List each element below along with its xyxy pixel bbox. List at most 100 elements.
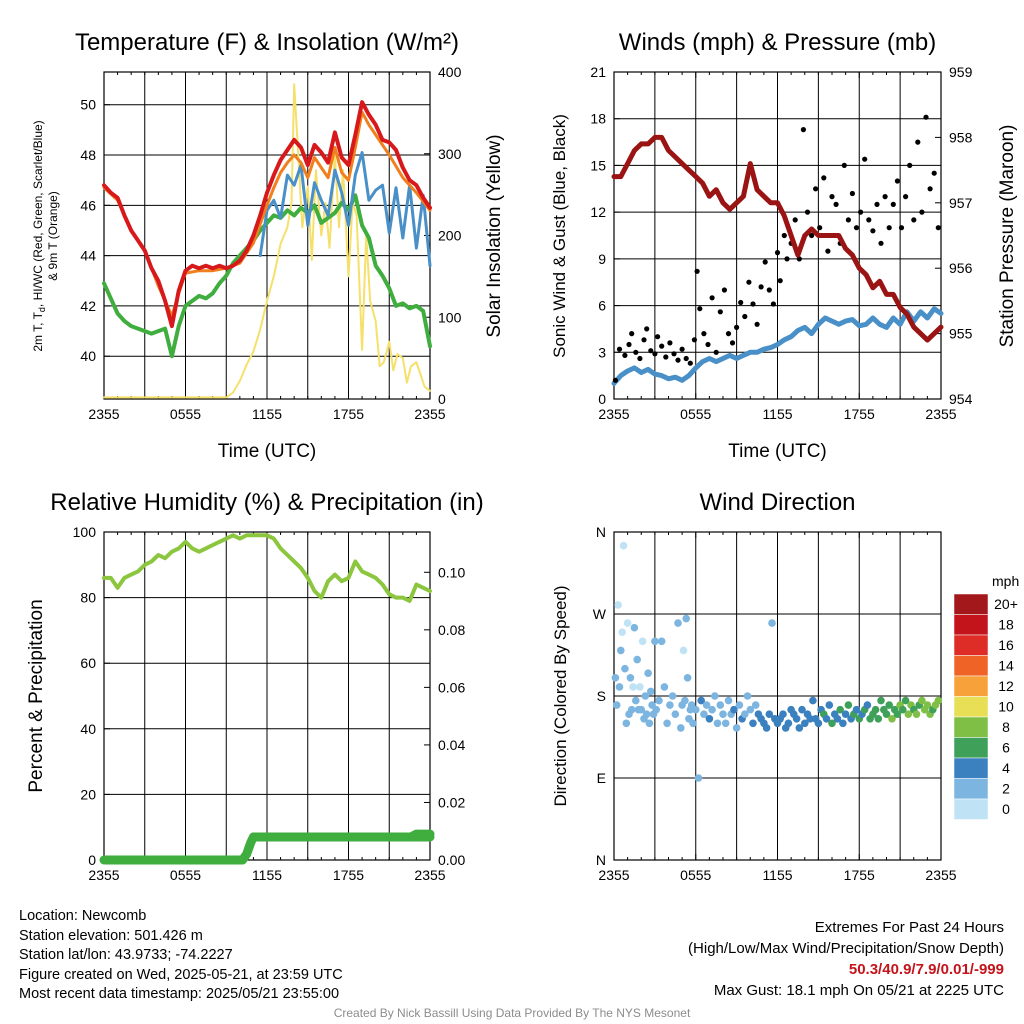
- gust-point: [784, 256, 790, 262]
- direction-point: [677, 724, 685, 732]
- gust-point: [911, 217, 917, 223]
- station-location: Location: Newcomb: [19, 908, 147, 924]
- rh-ytick-right-label: 0.06: [438, 679, 465, 695]
- direction-point: [798, 705, 806, 714]
- temp-ytick-right-label: 100: [438, 309, 462, 325]
- rh-ytick-right-label: 0.04: [438, 737, 465, 753]
- series-precip-tail: [406, 829, 435, 842]
- gust-point: [683, 355, 689, 362]
- gust-point: [687, 360, 693, 366]
- colorbar-label: 10: [998, 699, 1014, 715]
- temp-xtick-label: 1155: [252, 406, 282, 422]
- direction-point: [912, 710, 921, 718]
- gust-point: [644, 326, 650, 332]
- gust-point: [770, 301, 777, 307]
- colorbar-swatch: [953, 593, 989, 615]
- dir-xtick-label: 1155: [762, 867, 792, 883]
- gust-point: [882, 194, 888, 200]
- rh-ylabel: Percent & Precipitation: [26, 599, 47, 792]
- colorbar-swatch: [953, 737, 989, 759]
- direction-point: [814, 719, 823, 728]
- gust-point: [616, 346, 623, 352]
- series-wind: [611, 306, 944, 386]
- dir-ylabel: Direction (Colored By Speed): [551, 585, 570, 806]
- direction-point: [657, 637, 666, 646]
- direction-point: [749, 719, 757, 728]
- series-t2m: [102, 100, 432, 329]
- rh-ytick-label: 40: [80, 721, 96, 737]
- gust-point: [697, 306, 703, 312]
- direction-point: [735, 701, 744, 709]
- recent-timestamp: Most recent data timestamp: 2025/05/21 2…: [19, 986, 340, 1002]
- dir-xtick-label: 0555: [680, 867, 711, 883]
- colorbar-swatch: [953, 757, 989, 779]
- rh-ytick-right-label: 0.10: [438, 564, 465, 580]
- colorbar-swatch: [953, 778, 989, 800]
- wind-xtick-label: 1755: [844, 406, 875, 422]
- gust-point: [866, 217, 872, 223]
- wind-ytick-label: 15: [590, 157, 606, 173]
- extremes-values: 50.3/40.9/7.9/0.01/-999: [848, 961, 1004, 978]
- series-hiwc_low: [258, 151, 432, 268]
- colorbar-swatch: [953, 696, 989, 718]
- direction-point: [622, 719, 631, 728]
- direction-point: [809, 696, 817, 705]
- direction-point: [833, 715, 842, 723]
- direction-point: [751, 701, 760, 709]
- direction-point: [671, 710, 680, 718]
- colorbar-label: 16: [998, 637, 1014, 653]
- colorbar-label: 6: [1002, 740, 1010, 756]
- rh-xtick-label: 2355: [88, 867, 119, 883]
- gust-point: [750, 301, 756, 307]
- gust-point: [633, 349, 639, 355]
- gust-point: [774, 250, 781, 256]
- direction-point: [651, 637, 659, 646]
- direction-point: [627, 705, 636, 714]
- gust-point: [923, 114, 929, 120]
- direction-point: [836, 705, 844, 714]
- direction-point: [617, 646, 625, 655]
- temp-ytick-right-label: 200: [438, 228, 462, 244]
- direction-point: [741, 710, 749, 718]
- wind-ytick-label: 18: [590, 111, 606, 127]
- direction-point: [708, 705, 716, 714]
- rh-xtick-label: 1155: [252, 867, 282, 883]
- colorbar-swatch: [953, 634, 989, 656]
- direction-point: [666, 701, 674, 709]
- wind-xtick-label: 2355: [925, 406, 956, 422]
- rh-ytick-label: 20: [80, 786, 96, 802]
- gust-point: [804, 209, 811, 215]
- gust-point: [762, 259, 768, 265]
- gust-point: [821, 175, 827, 181]
- direction-point: [732, 724, 741, 732]
- temp-ytick-label: 44: [80, 248, 96, 264]
- colorbar-label: 2: [1002, 781, 1010, 797]
- temp-xlabel: Time (UTC): [218, 441, 317, 462]
- colorbar-swatch: [953, 614, 989, 636]
- gust-point: [853, 225, 860, 231]
- gust-point: [622, 352, 628, 358]
- rh-ytick-label: 100: [73, 524, 97, 540]
- gust-point: [626, 341, 632, 348]
- direction-point: [822, 715, 831, 723]
- gust-point: [709, 295, 715, 301]
- gust-point: [915, 139, 921, 145]
- direction-point: [768, 619, 776, 627]
- direction-point: [682, 614, 690, 623]
- gust-point: [858, 209, 864, 215]
- direction-point: [694, 774, 703, 782]
- direction-point: [615, 683, 624, 691]
- direction-point: [795, 724, 804, 732]
- direction-point: [626, 674, 635, 682]
- wind-ytick-right-label: 954: [949, 391, 973, 407]
- wind-title: Winds (mph) & Pressure (mb): [619, 29, 936, 56]
- gust-point: [800, 127, 807, 133]
- direction-point: [852, 705, 861, 714]
- wind-ytick-label: 21: [590, 64, 606, 80]
- direction-point: [792, 715, 801, 723]
- direction-point: [719, 710, 727, 718]
- temp-ytick-label: 40: [80, 348, 96, 364]
- dir-ytick-label: E: [597, 770, 606, 786]
- direction-point: [668, 692, 677, 700]
- direction-point: [681, 696, 689, 705]
